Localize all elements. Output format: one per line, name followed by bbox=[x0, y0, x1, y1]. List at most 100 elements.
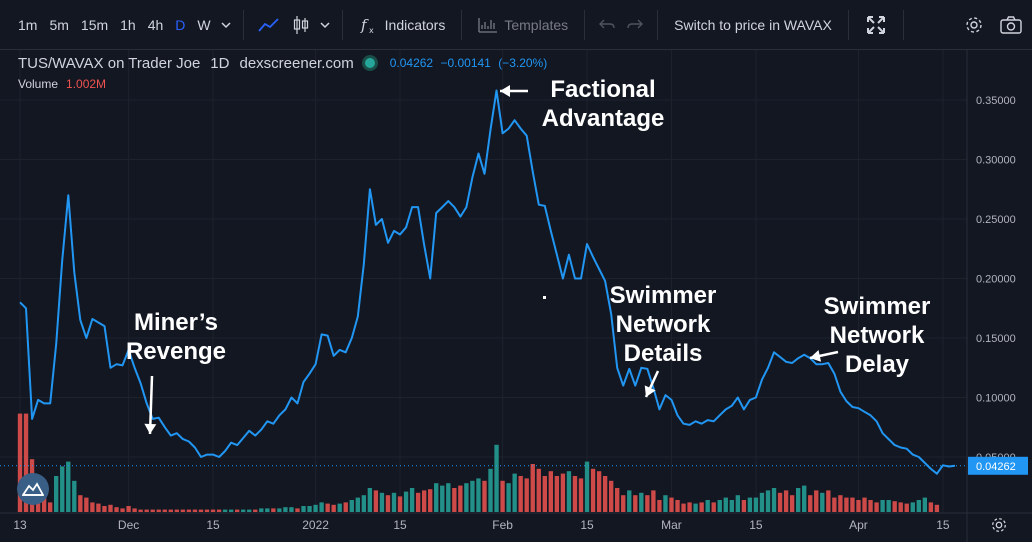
annotation-factional-advantage: Factional Advantage bbox=[541, 76, 665, 132]
volume-bar bbox=[808, 495, 813, 512]
volume-bar bbox=[681, 503, 686, 512]
volume-bar bbox=[645, 495, 650, 512]
volume-bar bbox=[325, 503, 330, 512]
axis-settings-icon[interactable] bbox=[990, 516, 1008, 534]
x-tick-label: Mar bbox=[661, 518, 682, 532]
volume-bar bbox=[259, 508, 264, 512]
volume-bar bbox=[307, 506, 312, 512]
volume-bar bbox=[723, 497, 728, 512]
candlestick-icon[interactable] bbox=[286, 15, 316, 35]
arrow-factional-advantage-head bbox=[500, 85, 510, 97]
volume-bar bbox=[367, 488, 373, 512]
volume-bar bbox=[928, 502, 934, 512]
timeframe-group: 1m 5m 15m 1h 4h D W bbox=[0, 0, 235, 49]
price-series-line bbox=[19, 89, 956, 475]
volume-bar bbox=[216, 509, 222, 512]
timeframe-4h[interactable]: 4h bbox=[147, 16, 164, 33]
volume-bar bbox=[759, 492, 765, 512]
chevron-down-icon[interactable] bbox=[217, 21, 235, 29]
timeframe-W[interactable]: W bbox=[197, 16, 211, 33]
volume-bar bbox=[144, 509, 149, 512]
volume-bar bbox=[23, 413, 29, 512]
volume-bar bbox=[500, 480, 505, 512]
x-tick-label: Dec bbox=[118, 518, 139, 532]
volume-bar bbox=[96, 503, 101, 512]
volume-label: Volume bbox=[18, 77, 59, 91]
volume-bar bbox=[60, 466, 65, 512]
x-tick-label: 15 bbox=[580, 518, 594, 532]
volume-bar bbox=[506, 483, 511, 512]
volume-bar bbox=[802, 485, 807, 512]
volume-bars bbox=[17, 413, 940, 512]
volume-bar bbox=[765, 490, 771, 512]
redo-icon[interactable] bbox=[621, 19, 649, 31]
switch-price-button[interactable]: Switch to price in WAVAX bbox=[666, 0, 840, 49]
annotation-swimmer-network-delay: Swimmer Network Delay bbox=[823, 293, 931, 378]
volume-bar bbox=[17, 413, 23, 512]
dexscreener-logo[interactable] bbox=[17, 473, 49, 505]
symbol-name[interactable]: TUS/WAVAX on Trader Joe bbox=[18, 54, 201, 72]
volume-bar bbox=[409, 488, 415, 512]
volume-bar bbox=[150, 509, 155, 512]
volume-bar bbox=[488, 468, 493, 512]
volume-bar bbox=[699, 502, 704, 512]
arrow-swimmer-details-head bbox=[644, 385, 656, 397]
volume-bar bbox=[868, 500, 873, 512]
volume-bar bbox=[162, 509, 167, 512]
legend-change-pct: (−3.20%) bbox=[498, 56, 548, 70]
gear-icon[interactable] bbox=[956, 15, 992, 35]
volume-bar bbox=[126, 506, 131, 512]
legend-last-price: 0.04262 bbox=[389, 56, 434, 70]
volume-bar bbox=[826, 490, 831, 512]
toolbar-divider bbox=[584, 9, 586, 40]
svg-text:f: f bbox=[360, 16, 369, 34]
timeframe-1m[interactable]: 1m bbox=[18, 16, 38, 33]
interval-label: 1D bbox=[210, 54, 230, 72]
volume-bar bbox=[518, 476, 523, 512]
volume-bar bbox=[102, 506, 107, 512]
volume-bar bbox=[84, 497, 89, 512]
legend-change: −0.00141 bbox=[440, 56, 491, 70]
volume-bar bbox=[349, 500, 354, 512]
volume-bar bbox=[186, 509, 192, 512]
volume-bar bbox=[729, 500, 734, 512]
x-tick-label: 13 bbox=[13, 518, 27, 532]
y-tick-label: 0.15000 bbox=[976, 333, 1016, 345]
y-tick-label: 0.25000 bbox=[976, 214, 1016, 226]
volume-bar bbox=[548, 471, 554, 512]
annotation-miners-revenge: Miner’s Revenge bbox=[125, 309, 227, 365]
volume-bar bbox=[337, 503, 342, 512]
volume-bar bbox=[850, 497, 855, 512]
camera-icon[interactable] bbox=[992, 15, 1032, 34]
volume-bar bbox=[90, 502, 95, 512]
source-label: dexscreener.com bbox=[239, 54, 354, 72]
volume-bar bbox=[156, 509, 161, 512]
volume-bar bbox=[247, 509, 252, 512]
volume-bar bbox=[771, 488, 777, 512]
volume-bar bbox=[832, 497, 837, 512]
chevron-down-icon[interactable] bbox=[316, 21, 334, 29]
volume-bar bbox=[343, 502, 348, 512]
volume-bar bbox=[566, 471, 572, 512]
volume-bar bbox=[241, 509, 246, 512]
timeframe-D[interactable]: D bbox=[175, 16, 186, 33]
volume-bar bbox=[331, 504, 336, 512]
fullscreen-icon[interactable] bbox=[857, 15, 895, 34]
timeframe-5m[interactable]: 5m bbox=[49, 16, 69, 33]
timeframe-1h[interactable]: 1h bbox=[120, 16, 136, 33]
volume-bar bbox=[168, 509, 173, 512]
volume-bar bbox=[476, 478, 481, 512]
volume-bar bbox=[361, 495, 367, 512]
timeframe-15m[interactable]: 15m bbox=[80, 16, 109, 33]
volume-bar bbox=[66, 461, 71, 512]
x-tick-label: 15 bbox=[936, 518, 950, 532]
volume-bar bbox=[753, 497, 759, 512]
chart-legend: TUS/WAVAX on Trader Joe 1D dexscreener.c… bbox=[18, 52, 551, 92]
undo-icon[interactable] bbox=[593, 19, 621, 31]
templates-button[interactable]: Templates bbox=[470, 0, 576, 49]
volume-bar bbox=[228, 509, 234, 512]
line-chart-icon[interactable] bbox=[252, 17, 286, 33]
